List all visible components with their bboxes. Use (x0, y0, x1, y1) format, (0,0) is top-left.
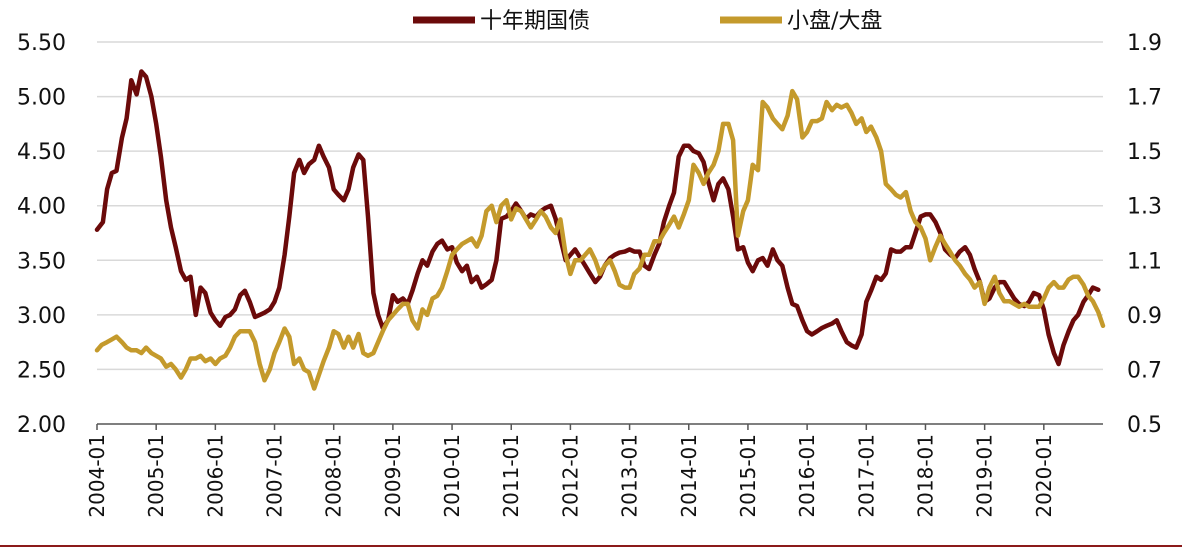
y-left-tick-label: 5.50 (17, 31, 66, 56)
y-right-tick-label: 1.7 (1127, 86, 1162, 111)
x-tick-label: 2005-01 (144, 434, 168, 518)
gridlines (97, 41, 1103, 371)
series-lines (94, 69, 1106, 391)
y-right-tick-label: 0.9 (1127, 304, 1162, 329)
legend-label-small-large-ratio: 小盘/大盘 (787, 9, 882, 34)
x-tick-label: 2014-01 (677, 434, 701, 518)
x-tick-label: 2018-01 (913, 434, 937, 518)
y-left-tick-label: 3.00 (17, 304, 66, 329)
y-right-tick-label: 1.3 (1127, 195, 1162, 220)
x-tick-label: 2007-01 (263, 434, 287, 518)
x-tick-label: 2011-01 (499, 434, 523, 518)
y-axis-left: 2.00 2.50 3.00 3.50 4.00 4.50 5.00 5.50 (17, 31, 66, 438)
y-left-tick-label: 5.00 (17, 86, 66, 111)
y-left-tick-label: 4.50 (17, 140, 66, 165)
y-right-tick-label: 1.9 (1127, 31, 1162, 56)
x-tick-label: 2019-01 (973, 434, 997, 518)
x-tick-label: 2004-01 (85, 434, 109, 518)
series-line-bond-yield (94, 69, 1101, 367)
x-tick-label: 2013-01 (618, 434, 642, 518)
y-left-tick-label: 2.00 (17, 413, 66, 438)
x-axis: 2004-01 2005-01 2006-01 2007-01 2008-01 2009-… (85, 424, 1056, 518)
x-tick-label: 2009-01 (381, 434, 405, 518)
y-axis-right: 0.5 0.7 0.9 1.1 1.3 1.5 1.7 1.9 (1127, 31, 1162, 438)
y-left-tick-label: 4.00 (17, 195, 66, 220)
x-tick-label: 2016-01 (795, 434, 819, 518)
y-left-tick-label: 2.50 (17, 358, 66, 383)
x-tick-label: 2008-01 (322, 434, 346, 518)
y-right-tick-label: 0.5 (1127, 413, 1162, 438)
y-right-tick-label: 1.1 (1127, 249, 1162, 274)
x-tick-label: 2006-01 (203, 434, 227, 518)
x-tick-label: 2012-01 (558, 434, 582, 518)
legend: 十年期国债 小盘/大盘 (413, 9, 882, 34)
x-tick-label: 2020-01 (1032, 434, 1056, 518)
x-tick-label: 2017-01 (854, 434, 878, 518)
series-line-small-large-ratio (94, 88, 1106, 391)
x-tick-label: 2010-01 (440, 434, 464, 518)
y-right-tick-label: 0.7 (1127, 358, 1162, 383)
legend-label-bond-yield: 十年期国债 (480, 9, 590, 34)
y-left-tick-label: 3.50 (17, 249, 66, 274)
y-right-tick-label: 1.5 (1127, 140, 1162, 165)
x-tick-label: 2015-01 (736, 434, 760, 518)
